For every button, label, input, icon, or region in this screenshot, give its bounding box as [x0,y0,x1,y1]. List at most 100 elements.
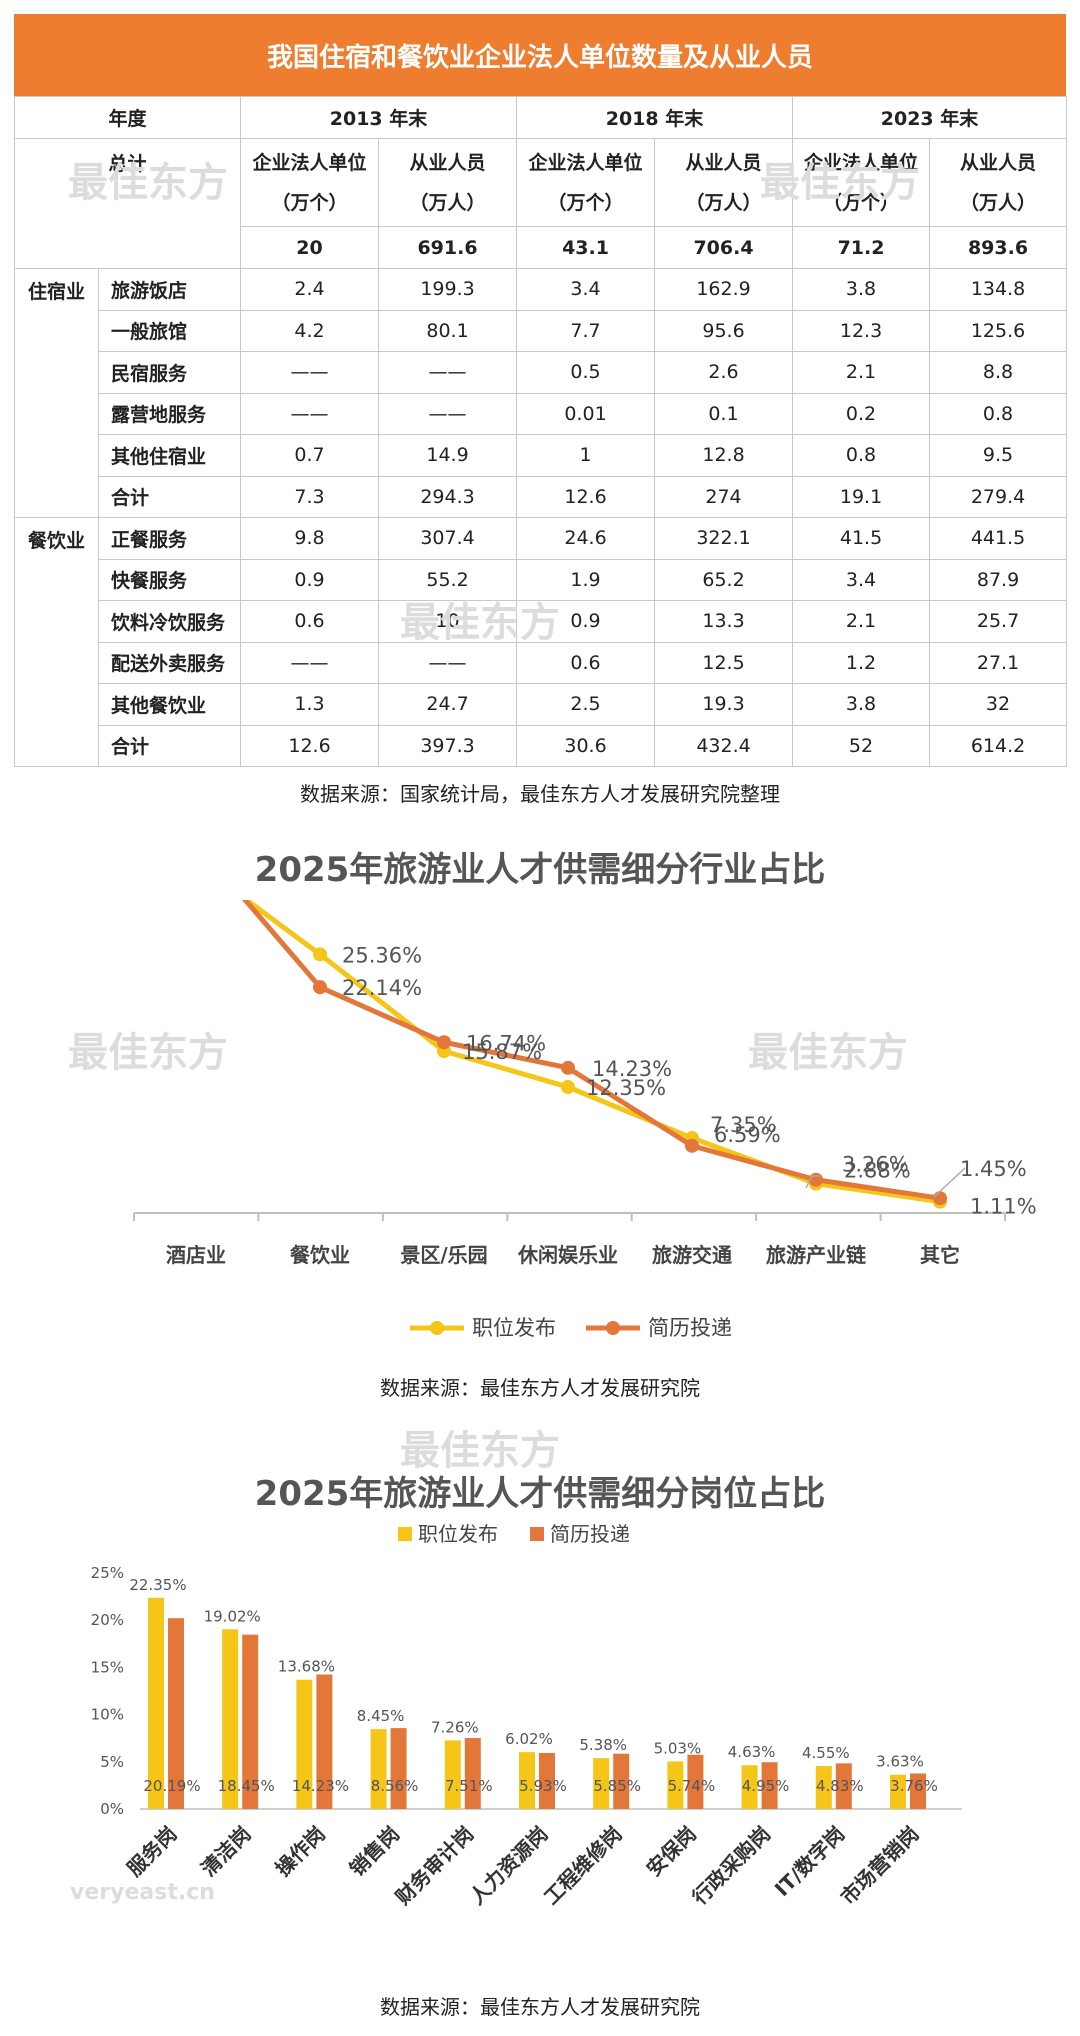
table-row: 露营地服务 —— —— 0.01 0.1 0.2 0.8 [15,392,1068,435]
table-cell: 1.9 [516,558,656,601]
total-cell: 43.1 [516,226,656,269]
table-cell: —— [240,641,380,684]
table-cell: —— [240,392,380,435]
year-header-label: 年度 [13,96,242,139]
leader-line [933,1167,966,1198]
row-label: 民宿服务 [97,351,242,394]
bar-resume [613,1753,630,1809]
table-cell: 162.9 [654,268,794,311]
x-tick-label: 销售岗 [345,1822,404,1881]
col-header-units: 企业法人单位 （万个） [516,138,656,227]
table-cell: 274 [654,475,794,518]
bar-job-posting [815,1766,832,1809]
bar-resume [464,1738,481,1809]
row-label: 正餐服务 [97,517,242,560]
table-cell: 0.5 [516,351,656,394]
bar-resume [242,1634,259,1809]
table-cell: 12.6 [516,475,656,518]
table-cell: 4.2 [240,309,380,352]
bar-job-posting [444,1740,461,1809]
table-cell: 13.3 [654,600,794,643]
row-label: 旅游饭店 [97,268,242,311]
bar-chart-title: 2025年旅游业人才供需细分岗位占比 [254,1474,826,1514]
legend-swatch [530,1527,544,1541]
table-cell: 2.6 [654,351,794,394]
data-label: 14.23% [592,1057,672,1081]
table-cell: 397.3 [378,724,518,767]
table-cell: 432.4 [654,724,794,767]
table-cell: 199.3 [378,268,518,311]
group-label: 住宿业 [14,268,99,518]
col-header-units-name: 企业法人单位 [804,151,919,174]
bar-chart: 职位发布 简历投递 0% 5% 10% 15% 20% 25% 22.35% 20.19% 服务岗 1… [91,1522,962,1910]
col-header-staff-unit: （万人） [960,191,1037,214]
col-header-staff: 从业人员 （万人） [929,138,1068,227]
table-cell: 2.1 [792,600,931,643]
total-cell: 71.2 [792,226,931,269]
table-cell: 294.3 [378,475,518,518]
table-cell: 9.8 [240,517,380,560]
y-tick-label: 15% [91,1658,124,1676]
data-label: 1.45% [960,1157,1027,1181]
data-label: 4.55% [802,1744,850,1762]
x-tick-label: 休闲娱乐业 [517,1243,618,1267]
col-header-staff-unit: （万人） [685,191,762,214]
data-label: 1.11% [970,1195,1037,1219]
bar-job-posting [519,1752,535,1809]
col-header-units: 企业法人单位 （万个） [792,138,931,227]
legend-swatch [398,1527,412,1541]
data-point [809,1172,823,1187]
table-cell: 1 [516,434,656,477]
table-cell: 0.1 [654,392,794,435]
table-cell: 19.3 [654,683,794,726]
bar-resume [390,1728,407,1809]
y-tick-label: 5% [100,1753,124,1771]
table-row: 配送外卖服务 —— —— 0.6 12.5 1.2 27.1 [15,641,1068,684]
x-tick-label: 旅游产业链 [766,1243,867,1267]
x-tick-label: 酒店业 [166,1243,226,1267]
y-tick-label: 25% [91,1564,124,1582]
data-point [313,947,327,962]
col-header-units-unit: （万个） [547,191,624,214]
bar-chart-source: 数据来源：最佳东方人才发展研究院 [380,1995,700,2019]
legend-item: 职位发布 [410,1316,556,1340]
year-header: 2023 年末 [792,96,1068,139]
data-label: 20.19% [143,1777,200,1795]
legend-item: 简历投递 [530,1522,630,1546]
legend-label: 简历投递 [648,1316,732,1340]
table-cell: 12.3 [792,309,931,352]
data-label: 12.35% [586,1076,666,1100]
bar-resume [687,1754,704,1809]
table-cell: —— [378,392,518,435]
data-label: 4.83% [816,1777,864,1795]
bar-resume [168,1618,184,1809]
x-tick-label: 清洁岗 [196,1822,255,1881]
table-cell: 41.5 [792,517,931,560]
row-label: 露营地服务 [97,392,242,435]
data-label: 8.56% [371,1777,419,1795]
x-tick-label: 其它 [920,1243,960,1267]
data-label: 4.63% [728,1743,776,1761]
table-cell: 3.8 [792,268,931,311]
table-cell: 2.4 [240,268,380,311]
table-cell: 12.5 [654,641,794,684]
table-cell: 9.5 [929,434,1068,477]
leader-line [805,1175,820,1189]
table-cell: 87.9 [929,558,1068,601]
table-cell: 32 [929,683,1068,726]
y-tick-label: 20% [91,1611,124,1629]
data-label: 18.45% [218,1777,275,1795]
bar-job-posting [296,1679,313,1809]
col-header-staff-name: 从业人员 [960,151,1037,174]
data-label: 2.88% [844,1159,911,1183]
stats-table: 年度 2013 年末 2018 年末 2023 年末 总计 企业法人单位 （万个）… [13,96,1068,767]
x-tick-label: 安保岗 [642,1822,701,1881]
table-row: 快餐服务 0.9 55.2 1.9 65.2 3.4 87.9 [15,558,1068,601]
data-label: 5.03% [654,1739,702,1757]
data-label: 5.38% [579,1736,627,1754]
table-cell: 3.8 [792,683,931,726]
table-cell: 0.6 [240,600,380,643]
table-cell: 134.8 [929,268,1068,311]
data-point [437,1035,451,1050]
bar-job-posting [890,1774,906,1809]
